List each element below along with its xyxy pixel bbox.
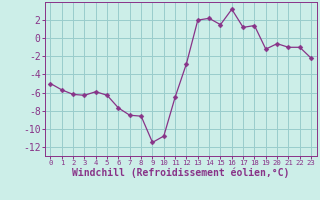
X-axis label: Windchill (Refroidissement éolien,°C): Windchill (Refroidissement éolien,°C) [72, 168, 290, 178]
